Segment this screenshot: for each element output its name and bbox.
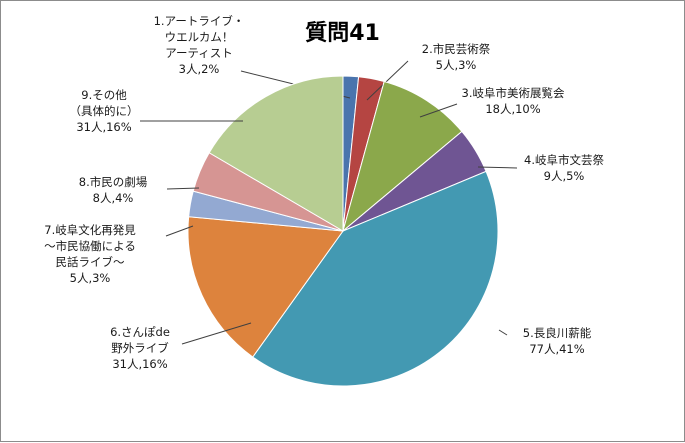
slice-label-line: 民話ライブ～ xyxy=(56,255,125,269)
slice-label-line: 5.長良川薪能 xyxy=(523,326,592,340)
chart-title: 質問41 xyxy=(305,21,380,46)
slice-label-line: 6.さんぽde xyxy=(110,325,170,339)
slice-label-line: 8.市民の劇場 xyxy=(79,175,148,189)
slice-label-line: 18人,10% xyxy=(485,102,540,116)
slice-label-line: 4.岐阜市文芸祭 xyxy=(524,153,604,167)
slice-label-8: 8.市民の劇場 8人,4% xyxy=(79,175,148,205)
slice-label-line: （具体的に） xyxy=(70,104,139,118)
leader-line-7 xyxy=(165,225,194,237)
leader-line-8 xyxy=(166,187,200,190)
pie-slice-6 xyxy=(187,216,344,358)
leader-line-4 xyxy=(477,166,518,169)
slice-label-line: 8人,4% xyxy=(93,191,134,205)
slice-label-3: 3.岐阜市美術展覧会 18人,10% xyxy=(462,86,565,116)
slice-label-9: 9.その他 （具体的に） 31人,16% xyxy=(70,88,139,134)
slice-label-1: 1.アートライブ・ウエルカム！ アーティスト 3人,2% xyxy=(154,14,245,76)
slice-label-line: 9人,5% xyxy=(544,169,585,183)
slice-label-line: アーティスト xyxy=(165,46,233,60)
leader-line-5 xyxy=(498,329,508,336)
slice-label-line: ～市民協働による xyxy=(44,239,136,253)
slice-label-line: 31人,16% xyxy=(76,120,131,134)
slice-label-line: 9.その他 xyxy=(81,88,127,102)
leader-line-6 xyxy=(181,322,252,345)
slice-label-line: 5人,3% xyxy=(70,271,111,285)
slice-label-5: 5.長良川薪能 77人,41% xyxy=(523,326,592,356)
slice-label-line: 5人,3% xyxy=(436,58,477,72)
pie-slice-3 xyxy=(342,80,463,233)
slice-label-line: 3.岐阜市美術展覧会 xyxy=(462,86,565,100)
pie-slice-5 xyxy=(252,170,499,387)
slice-label-line: ウエルカム！ xyxy=(165,30,234,44)
slice-label-2: 2.市民芸術祭 5人,3% xyxy=(422,42,491,72)
slice-label-line: 7.岐阜文化再発見 xyxy=(44,223,136,237)
slice-label-line: 31人,16% xyxy=(112,357,167,371)
slice-label-7: 7.岐阜文化再発見 ～市民協働による民話ライブ～ 5人,3% xyxy=(44,223,136,285)
slice-label-line: 野外ライブ xyxy=(111,341,169,355)
slice-label-6: 6.さんぽde 野外ライブ 31人,16% xyxy=(110,325,170,371)
leader-line-2 xyxy=(366,60,409,101)
leader-line-3 xyxy=(419,103,458,118)
slice-label-line: 77人,41% xyxy=(529,342,584,356)
pie-slice-9 xyxy=(208,75,344,232)
slice-label-line: 2.市民芸術祭 xyxy=(422,42,491,56)
slice-label-line: 1.アートライブ・ xyxy=(154,14,245,28)
slice-label-4: 4.岐阜市文芸祭 9人,5% xyxy=(524,153,604,183)
slice-label-line: 3人,2% xyxy=(179,62,220,76)
